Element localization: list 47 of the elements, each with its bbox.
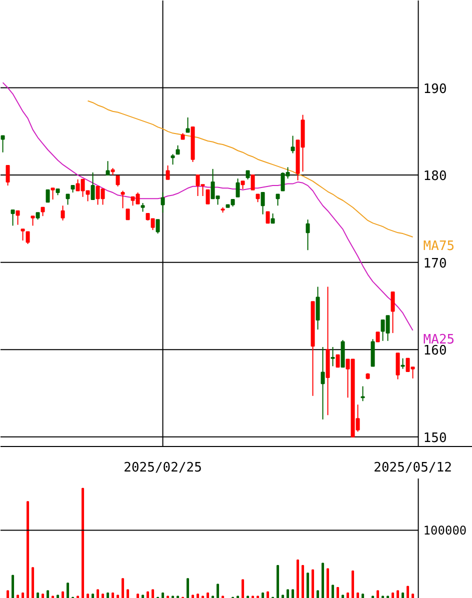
candlestick	[336, 354, 340, 368]
candlestick	[106, 160, 110, 176]
candlestick	[206, 189, 210, 204]
candlestick	[50, 188, 55, 200]
candlestick	[390, 292, 395, 334]
candlestick	[30, 216, 35, 226]
x-tick-label: 2025/05/12	[374, 460, 452, 476]
candlestick	[10, 209, 15, 226]
candlestick	[90, 172, 95, 200]
candlestick	[290, 135, 295, 154]
x-tick-label: 2025/02/25	[124, 460, 202, 476]
candlestick	[306, 219, 310, 251]
candlestick	[320, 346, 325, 420]
candlestick	[60, 205, 65, 221]
candlestick	[46, 189, 50, 203]
candlestick	[26, 231, 30, 245]
candlestick	[126, 208, 130, 220]
candlestick	[16, 210, 20, 226]
candlestick	[260, 192, 265, 215]
candlestick	[20, 228, 25, 242]
y-tick-label: 150	[423, 430, 447, 446]
candlestick	[6, 164, 10, 186]
candlestick	[160, 192, 165, 214]
candlestick	[316, 286, 320, 330]
candlestick	[250, 174, 255, 190]
text: 100000	[423, 524, 467, 538]
candlestick	[66, 194, 70, 206]
candlestick	[0, 135, 5, 153]
candlestick	[186, 116, 190, 133]
candlestick	[270, 212, 275, 224]
candlestick	[166, 164, 170, 180]
candlestick	[170, 154, 175, 166]
candlestick	[396, 352, 400, 380]
candlestick	[156, 219, 160, 234]
candlestick	[116, 175, 120, 187]
candlestick	[236, 178, 240, 198]
line-series	[87, 100, 414, 238]
y-tick-label: 170	[423, 256, 447, 272]
line-series	[2, 82, 414, 331]
y-tick-label: 180	[423, 169, 447, 184]
series-label: MA75	[423, 239, 455, 254]
candlestick	[120, 190, 125, 209]
y-tick-label: 190	[423, 82, 447, 97]
candlestick	[376, 332, 380, 342]
candlestick	[330, 346, 335, 367]
candlestick	[266, 211, 270, 224]
candlestick	[276, 194, 280, 206]
